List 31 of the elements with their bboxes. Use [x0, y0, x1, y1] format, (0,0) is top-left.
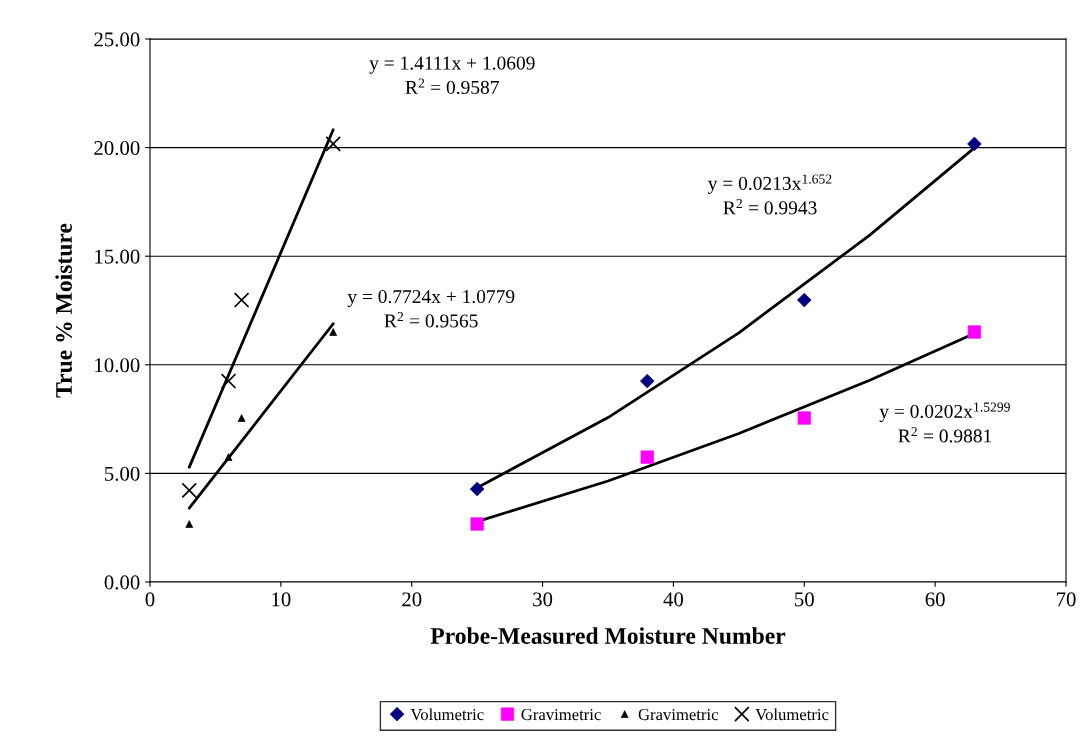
x-tick-label: 50	[795, 592, 814, 607]
y-tick-label: 5.00	[105, 466, 140, 481]
annotation: y = 0.7724x + 1.0779 R$^{2}$ = 0.9565	[347, 290, 515, 328]
y-tick-label: 25.00	[94, 32, 140, 47]
text: y = 0.0202x$^{1.5299}$ R$^{2}$ = 0.9881	[879, 402, 1010, 443]
annotation: y = 1.4111x + 1.0609 R$^{2}$ = 0.9587	[369, 56, 535, 95]
point	[233, 292, 250, 308]
legend-label: Gravimetric	[638, 708, 719, 721]
x-axis-title: Probe-Measured Moisture Number	[430, 627, 786, 644]
y-tick-label: 15.00	[95, 249, 140, 264]
y-axis-title: True % Moisture	[55, 223, 73, 398]
x-tick-label: 0	[145, 592, 155, 607]
legend-label: Volumetric	[755, 708, 829, 721]
y-tick-label: 10.00	[95, 358, 140, 373]
y-tick-label: 20.00	[94, 140, 140, 156]
legend-label: Volumetric	[410, 708, 484, 721]
x-tick-label: 10	[272, 592, 291, 607]
text: y = 0.0213x$^{1.652}$ R$^{2}$ = 0.9943	[707, 174, 832, 215]
x-tick-label: 30	[533, 592, 553, 607]
point	[220, 373, 237, 389]
point	[967, 325, 981, 339]
x-tick-label: 60	[925, 592, 945, 607]
point	[797, 411, 811, 425]
point	[325, 136, 341, 152]
x-tick-label: 20	[402, 592, 422, 607]
point	[640, 450, 654, 464]
legend-label: Gravimetric	[521, 708, 601, 721]
y-tick-label: 0.00	[104, 575, 140, 590]
x-tick-label: 40	[663, 592, 684, 607]
point	[181, 482, 198, 499]
x-tick-label: 70	[1056, 592, 1076, 607]
